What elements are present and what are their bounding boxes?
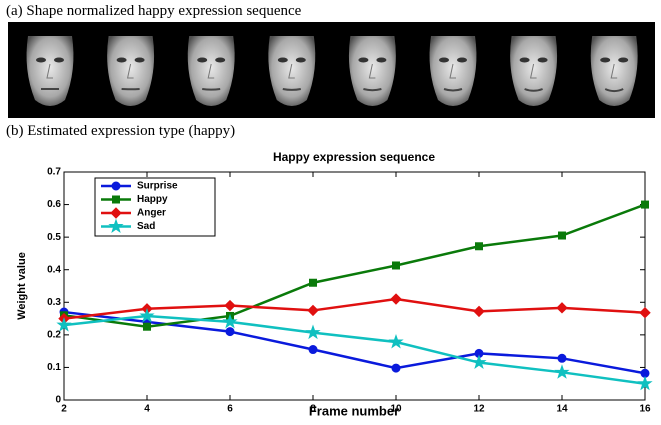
image-strip (8, 22, 655, 118)
nose (529, 63, 537, 79)
legend-marker (110, 207, 122, 219)
nose (46, 63, 53, 79)
marker (639, 307, 651, 319)
marker (308, 345, 318, 355)
marker (222, 313, 238, 329)
eye (54, 57, 64, 63)
legend-label: Surprise (137, 181, 178, 192)
plot-frame (63, 171, 646, 401)
marker (307, 304, 319, 317)
face (429, 36, 477, 106)
y-axis-label: Weight value (16, 252, 28, 320)
marker (225, 327, 235, 337)
x-axis-label: Frame number (309, 403, 399, 418)
marker (556, 302, 568, 314)
eye (197, 57, 208, 63)
face (26, 36, 74, 106)
faces (26, 36, 638, 106)
marker (388, 334, 404, 349)
caption: (a) Shape normalized happy expression se… (6, 3, 302, 19)
x-tick-label: 10 (390, 404, 402, 415)
marker (558, 231, 566, 240)
y-tick-label: 0.5 (47, 232, 61, 243)
face (348, 36, 396, 106)
marker (139, 307, 155, 323)
legend-marker (108, 218, 124, 233)
series-line (63, 297, 646, 320)
eye (134, 57, 145, 63)
chart-title: Happy expression sequence (273, 150, 435, 164)
marker (309, 278, 317, 287)
marker (390, 293, 402, 305)
marker (392, 261, 400, 270)
marker (475, 242, 483, 251)
nose (610, 63, 618, 79)
marker (554, 364, 570, 379)
legend-label: Sad (137, 221, 155, 232)
face (590, 36, 638, 106)
nose (288, 63, 295, 79)
legend-label: Happy (137, 194, 168, 205)
eye (358, 57, 369, 63)
x-tick-label: 4 (144, 404, 150, 415)
legend-marker (111, 181, 121, 191)
x-tick-label: 8 (310, 404, 316, 415)
x-tick-label: 12 (473, 404, 485, 415)
marker (224, 299, 236, 312)
mouth (443, 88, 463, 92)
eye (116, 57, 127, 63)
y-tick-label: 0.6 (47, 199, 61, 210)
eye (295, 57, 306, 63)
y-tick-label: 0.3 (47, 297, 61, 308)
y-tick-label: 0 (55, 395, 61, 406)
mouth (604, 88, 624, 93)
y-tick-label: 0.1 (47, 362, 61, 373)
nose (368, 63, 376, 79)
marker (637, 375, 653, 391)
face (268, 36, 316, 106)
marker (305, 324, 321, 340)
series-line (63, 203, 646, 328)
x-tick-label: 16 (639, 404, 651, 415)
eye (519, 57, 530, 63)
nose (126, 63, 134, 79)
mouth (363, 88, 382, 92)
eye (618, 57, 629, 63)
nose (207, 63, 215, 79)
mouth (202, 88, 221, 91)
marker (143, 322, 151, 331)
caption: (b) Estimated expression type (happy) (6, 123, 235, 139)
face (107, 36, 155, 106)
eye (36, 57, 46, 63)
eye (215, 57, 226, 63)
marker (56, 317, 72, 332)
marker (471, 354, 487, 370)
x-tick-label: 14 (556, 404, 568, 415)
eye (376, 57, 387, 63)
x-tick-label: 6 (227, 404, 233, 415)
series-line (63, 314, 646, 385)
eye (277, 57, 288, 63)
marker (473, 305, 485, 318)
x-tick-label: 2 (61, 404, 67, 415)
eye (537, 57, 548, 63)
mouth (282, 88, 301, 91)
eye (457, 57, 467, 63)
marker (391, 363, 401, 373)
marker (557, 353, 567, 363)
eye (600, 57, 611, 63)
marker (641, 200, 649, 209)
y-tick-label: 0.4 (47, 264, 61, 275)
legend-marker (112, 195, 120, 204)
series-line (63, 310, 646, 375)
y-tick-label: 0.7 (47, 167, 61, 178)
face (187, 36, 235, 106)
nose (449, 63, 456, 79)
eye (439, 57, 449, 63)
y-tick-label: 0.2 (47, 329, 61, 340)
legend-label: Anger (137, 208, 166, 219)
face (510, 36, 558, 106)
mouth (524, 88, 543, 92)
